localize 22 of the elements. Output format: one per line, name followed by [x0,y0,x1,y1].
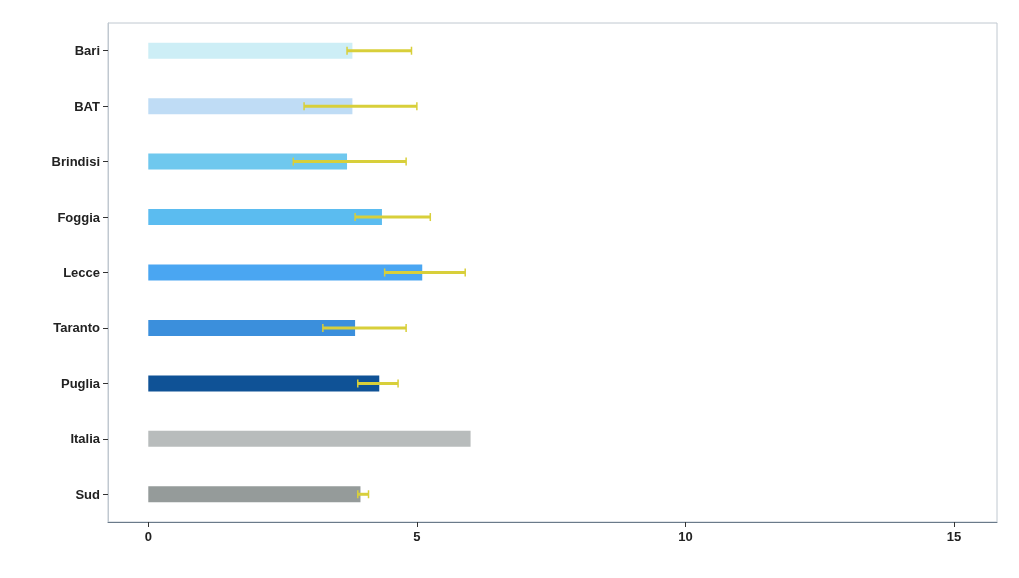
x-tick-label: 15 [946,529,962,544]
y-tick-label: Lecce [63,265,100,280]
y-tick-label: Brindisi [51,154,100,170]
bar [148,42,353,59]
bar [148,486,361,503]
bar [148,430,471,447]
x-tick-label: 0 [144,529,152,544]
bar [148,209,382,226]
y-tick-label: BAT [74,98,101,114]
bar [148,98,353,115]
y-tick-label: Sud [75,486,101,502]
y-tick-label: Foggia [57,209,101,225]
bar [148,264,423,281]
bar [148,153,348,170]
bar [148,319,356,336]
x-tick-label: 5 [413,529,421,544]
bar [148,375,380,392]
y-tick-label: Puglia [60,375,101,391]
y-tick-label: Bari [74,43,100,59]
x-tick-label: 10 [678,529,693,544]
y-tick-label: Taranto [53,320,101,336]
y-tick-label: Italia [70,431,101,447]
